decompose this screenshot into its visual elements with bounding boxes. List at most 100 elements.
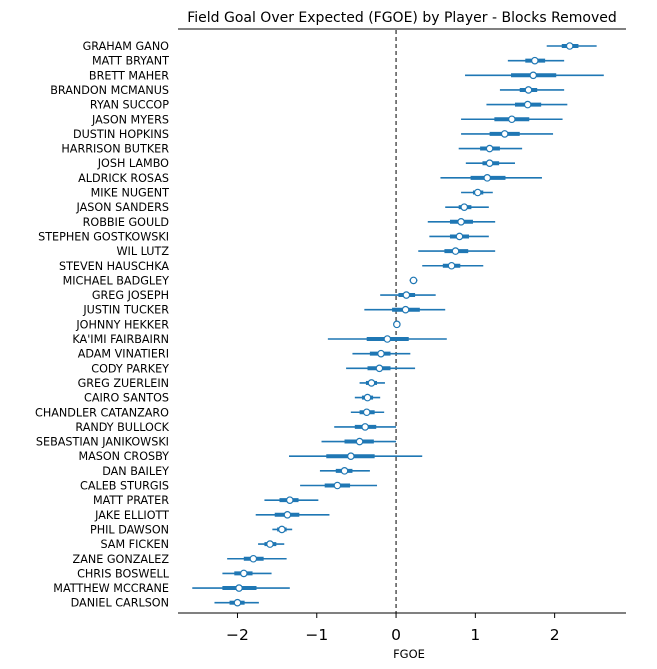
mean-point [524, 86, 533, 94]
player-interval [380, 291, 436, 299]
player-label: MATT PRATER [93, 494, 169, 507]
player-label: MASON CROSBY [78, 450, 169, 463]
player-interval [319, 467, 370, 475]
player-interval [258, 540, 285, 548]
player-label: GREG JOSEPH [92, 289, 169, 302]
player-interval [418, 247, 496, 255]
mean-point [235, 584, 243, 592]
mean-point [383, 335, 392, 343]
player-label: WIL LUTZ [116, 245, 169, 258]
player-label: RANDY BULLOCK [75, 421, 169, 434]
player-label: BRETT MAHER [89, 69, 169, 82]
mean-point [402, 291, 411, 299]
player-label: RYAN SUCCOP [90, 99, 169, 112]
player-label: JUSTIN TUCKER [82, 304, 169, 317]
mean-point [233, 598, 242, 607]
player-label: HARRISON BUTKER [61, 143, 169, 156]
mean-point [565, 42, 574, 50]
mean-point [283, 510, 292, 519]
mean-point [377, 349, 385, 358]
mean-point [363, 393, 372, 402]
player-label: JASON MYERS [91, 113, 169, 126]
mean-point [523, 100, 532, 109]
mean-point [401, 305, 410, 314]
player-interval [227, 554, 287, 563]
player-label: MATTHEW MCCRANE [53, 582, 169, 595]
mean-point [451, 247, 460, 255]
mean-point [529, 71, 538, 80]
mean-point [266, 540, 274, 548]
mean-point [483, 174, 492, 182]
mean-point [362, 408, 371, 417]
player-interval [359, 379, 385, 387]
x-axis-ticks: −2 −1 0 1 2 [226, 613, 560, 644]
player-interval [422, 261, 484, 270]
x-axis-label: FGOE [393, 647, 425, 661]
chart-title: Field Goal Over Expected (FGOE) by Playe… [187, 10, 617, 26]
player-label: CALEB STURGIS [80, 480, 169, 493]
player-label: BRANDON MCMANUS [50, 84, 169, 97]
player-interval [465, 71, 604, 80]
player-label: CAIRO SANTOS [84, 392, 169, 405]
mean-point [485, 144, 494, 153]
player-interval [272, 525, 293, 534]
player-label: GRAHAM GANO [83, 40, 170, 53]
mean-point [367, 379, 376, 387]
player-label: CHANDLER CATANZARO [35, 406, 169, 419]
mean-point [455, 232, 464, 241]
player-interval [350, 408, 385, 417]
player-interval [327, 335, 447, 343]
player-interval [352, 349, 411, 358]
player-label: ALDRICK ROSAS [78, 172, 169, 185]
player-label: SEBASTIAN JANIKOWSKI [36, 436, 169, 449]
player-interval [393, 320, 401, 329]
mean-point [531, 56, 539, 65]
player-label: MICHAEL BADGLEY [63, 274, 170, 287]
mean-point [485, 159, 494, 168]
player-interval [255, 510, 330, 519]
player-label: ZANE GONZALEZ [73, 553, 170, 566]
mean-point [340, 467, 349, 475]
player-interval [546, 42, 597, 50]
player-interval [354, 393, 381, 402]
player-label: SAM FICKEN [101, 538, 170, 551]
x-tick-label: 0 [391, 626, 401, 644]
mean-point [361, 423, 369, 431]
player-interval [409, 276, 418, 285]
player-label: PHIL DAWSON [90, 523, 169, 536]
player-label: STEVEN HAUSCHKA [59, 260, 169, 273]
player-label: CHRIS BOSWELL [77, 567, 170, 580]
mean-point [355, 437, 364, 446]
mean-point [500, 130, 509, 138]
player-interval [461, 130, 554, 138]
player-interval [321, 437, 397, 446]
x-tick-label: 2 [550, 626, 560, 644]
player-label: JOHNNY HEKKER [75, 318, 169, 331]
mean-point [375, 364, 384, 373]
player-interval [346, 364, 416, 373]
player-interval [445, 203, 489, 211]
mean-point [286, 496, 294, 504]
mean-point [393, 320, 401, 329]
player-label: DUSTIN HOPKINS [73, 128, 169, 141]
mean-point [409, 276, 418, 285]
mean-point [508, 115, 516, 124]
player-label: MATT BRYANT [92, 55, 169, 68]
player-interval [499, 86, 565, 94]
player-label: JASON SANDERS [76, 201, 169, 214]
player-interval [461, 188, 493, 197]
mean-point [447, 261, 456, 270]
player-interval [429, 232, 489, 241]
player-interval [458, 144, 523, 153]
player-interval [334, 423, 397, 431]
player-label: DANIEL CARLSON [71, 597, 169, 610]
mean-point [240, 569, 248, 578]
player-interval [465, 159, 515, 168]
x-tick-label: 1 [470, 626, 480, 644]
player-label: JOSH LAMBO [97, 157, 169, 170]
player-label: ROBBIE GOULD [83, 216, 169, 229]
mean-point [278, 525, 286, 534]
mean-point [460, 203, 469, 211]
